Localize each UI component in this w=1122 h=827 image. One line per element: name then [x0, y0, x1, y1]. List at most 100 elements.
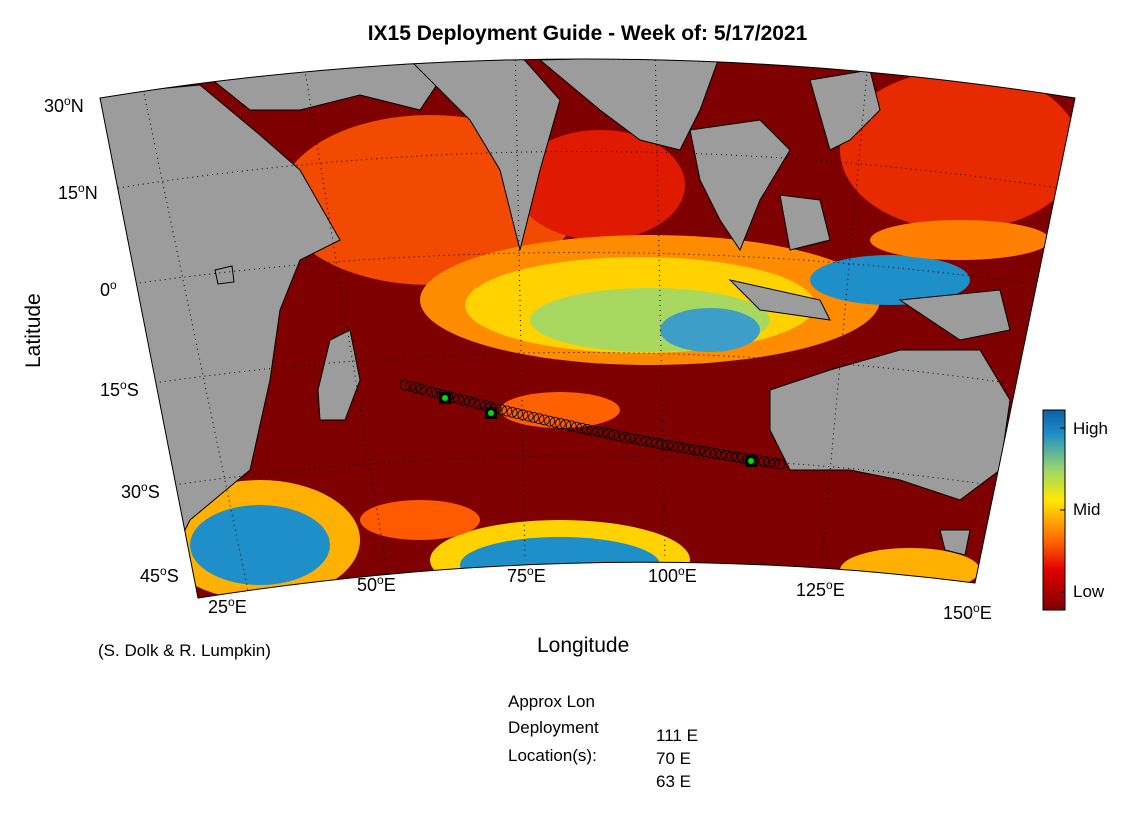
deployment-markers — [439, 392, 757, 467]
map-frame — [99, 58, 1076, 599]
track-point — [603, 428, 614, 440]
track-point — [533, 413, 545, 425]
track-point — [769, 457, 780, 469]
lon-tick-25e: 25oE — [208, 595, 247, 617]
lat-tick-30s: 30oS — [121, 480, 160, 502]
lon-tick-75e: 75oE — [507, 564, 546, 586]
track-point — [688, 444, 700, 456]
track-point — [420, 385, 432, 397]
meridian-line — [654, 59, 666, 561]
track-point — [678, 442, 689, 454]
land-borneo — [779, 194, 831, 251]
colorbar-ticks — [1060, 427, 1065, 593]
track-point — [538, 414, 550, 426]
lon-tick-100e: 100oE — [648, 564, 697, 586]
deployment-location-1: 111 E — [656, 726, 698, 745]
colorbar-label-low: Low — [1073, 582, 1105, 601]
track-point — [549, 416, 561, 428]
track-point — [672, 441, 684, 453]
track-point — [517, 409, 529, 421]
field-south-mid — [360, 500, 480, 540]
deployment-label-line1: Approx Lon — [508, 692, 595, 711]
field-west-pacific — [840, 70, 1075, 230]
track-point — [667, 440, 679, 452]
track-point — [463, 396, 475, 408]
lon-tick-125e: 125oE — [796, 578, 845, 600]
map-area — [100, 59, 1075, 598]
field-south-east — [840, 548, 980, 592]
track-point — [453, 393, 465, 405]
lat-tick-15n: 15oN — [58, 181, 98, 203]
track-point — [560, 419, 572, 431]
field-subtropic — [500, 392, 620, 428]
track-point — [565, 420, 577, 432]
land-india — [408, 59, 561, 251]
track-point — [597, 427, 609, 439]
track-point — [576, 422, 588, 434]
track-point — [458, 394, 470, 406]
track-point — [608, 429, 620, 441]
track-point — [501, 405, 513, 417]
land-madagascar — [317, 329, 361, 421]
deployment-label-line3: Location(s): — [508, 746, 597, 765]
track-point — [699, 446, 711, 458]
parallel-line — [117, 151, 1059, 189]
deployment-marker-center — [748, 458, 754, 464]
track-point — [555, 418, 566, 429]
credit-text: (S. Dolk & R. Lumpkin) — [98, 641, 271, 660]
track-point — [774, 458, 786, 470]
colorbar-label-mid: Mid — [1073, 500, 1101, 519]
meridian-line — [136, 59, 251, 598]
track-point — [640, 435, 652, 447]
track-point — [410, 382, 422, 394]
track-point — [662, 439, 673, 451]
meridian-line — [819, 59, 871, 581]
track-point — [592, 426, 604, 438]
field-bay-of-bengal — [515, 130, 685, 240]
track-point — [635, 434, 647, 446]
track-point — [544, 415, 555, 427]
lat-tick-30n: 30oN — [44, 94, 84, 116]
track-point — [731, 451, 743, 463]
y-axis-label: Latitude — [22, 293, 45, 368]
deployment-marker-center — [488, 410, 494, 416]
track-point — [522, 410, 534, 422]
track-point — [758, 455, 770, 467]
graticule — [100, 59, 1075, 598]
track-point — [571, 421, 582, 433]
track-point — [581, 423, 593, 435]
deployment-location-3: 63 E — [656, 772, 691, 791]
lon-tick-150e: 150oE — [943, 601, 992, 623]
track-point — [528, 411, 539, 423]
track-point — [721, 449, 732, 461]
track-point — [624, 432, 636, 444]
track-point — [404, 380, 416, 392]
track-point — [656, 438, 668, 450]
track-point — [630, 433, 641, 445]
colorbar-label-high: High — [1073, 419, 1108, 438]
track-point — [726, 450, 738, 462]
deployment-location-2: 70 E — [656, 749, 691, 768]
track-point — [763, 456, 775, 468]
track-point — [651, 437, 663, 449]
track-point — [474, 398, 486, 410]
land-tasmania — [939, 529, 971, 556]
lat-tick-15s: 15oS — [100, 378, 139, 400]
field-south-center-blue — [460, 537, 660, 593]
track-point — [469, 397, 481, 409]
deployment-label-line2: Deployment — [508, 718, 599, 737]
land-island-west — [214, 265, 235, 285]
track-point — [512, 408, 523, 420]
lon-tick-50e: 50oE — [357, 573, 396, 595]
track-point — [506, 406, 518, 418]
track-point — [715, 448, 727, 460]
land-indochina — [689, 119, 791, 252]
meridian-line — [514, 59, 526, 561]
land-australia — [769, 349, 1011, 501]
track-point — [415, 383, 427, 395]
track-point — [587, 425, 598, 436]
track-point — [694, 445, 705, 457]
x-axis-label: Longitude — [537, 634, 630, 657]
track-point — [619, 431, 630, 443]
field-equatorial-blue — [660, 308, 760, 352]
